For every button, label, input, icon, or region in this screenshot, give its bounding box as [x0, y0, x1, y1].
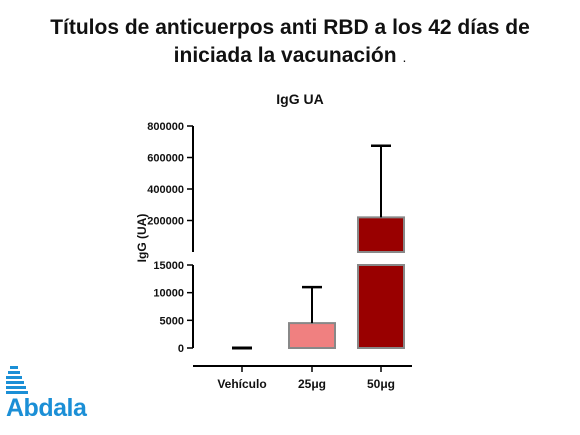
slide-title-line2: iniciada la vacunación .: [0, 42, 580, 71]
x-tick-label: Vehículo: [217, 377, 266, 391]
y-tick-label-lower: 0: [178, 343, 184, 355]
bar-2-upper: [357, 216, 405, 254]
bar-1: [288, 322, 336, 350]
logo-bars-icon: [6, 366, 28, 394]
slide-title-line2-text: iniciada la vacunación: [173, 44, 397, 67]
y-tick-label-lower: 5000: [160, 315, 184, 327]
y-tick-label-lower: 10000: [153, 288, 184, 300]
slide-title-suffix: .: [402, 49, 407, 65]
y-axis-label: IgG (UA): [135, 214, 149, 263]
chart-title: IgG UA: [276, 91, 323, 107]
bar-2-lower: [357, 264, 405, 349]
y-tick-label-upper: 800000: [147, 121, 184, 133]
y-tick-label-upper: 200000: [147, 216, 184, 228]
y-tick-label-upper: 600000: [147, 153, 184, 165]
abdala-logo: Abdala: [6, 364, 96, 424]
slide-title-line1: Títulos de anticuerpos anti RBD a los 42…: [50, 16, 530, 39]
logo-text: Abdala: [6, 394, 87, 422]
y-tick-label-lower: 15000: [153, 260, 184, 272]
slide-title: Títulos de anticuerpos anti RBD a los 42…: [0, 14, 580, 71]
y-tick-label-upper: 400000: [147, 184, 184, 196]
x-tick-label: 50μg: [367, 377, 395, 391]
x-tick-label: 25μg: [298, 377, 326, 391]
